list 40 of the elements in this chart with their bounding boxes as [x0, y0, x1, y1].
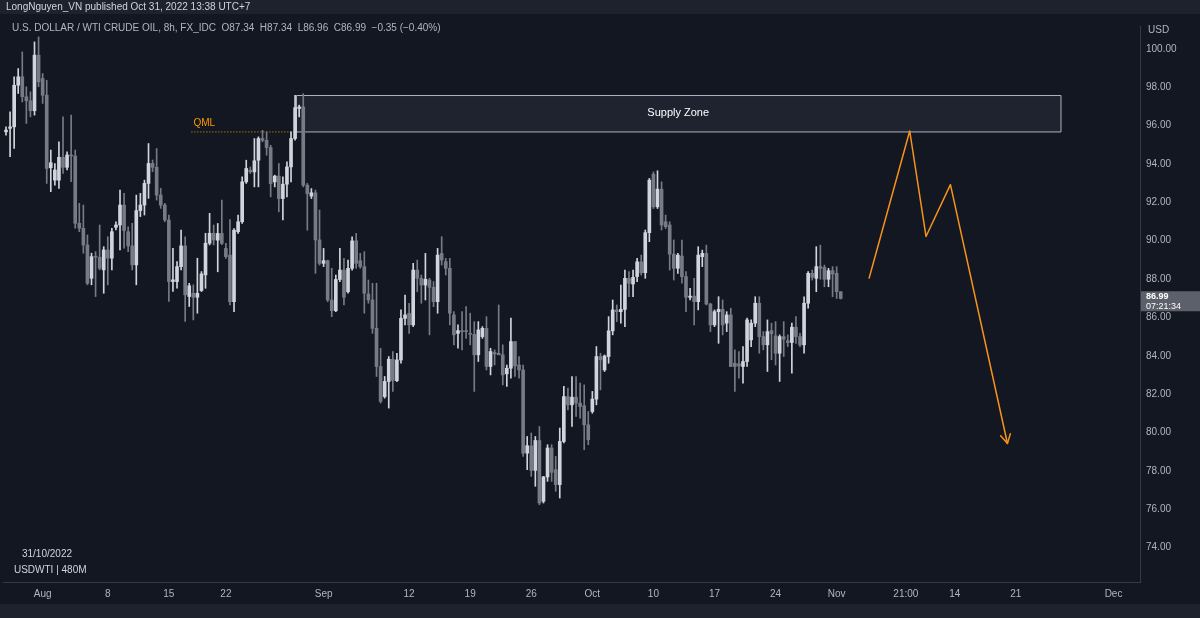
x-tick-label: 21 [1010, 587, 1022, 599]
y-tick-label: 86.00 [1146, 311, 1172, 323]
x-tick-label: 12 [403, 587, 416, 599]
x-tick-label: Nov [827, 587, 846, 599]
x-tick-label: 17 [708, 587, 721, 599]
x-tick-label: 21:00 [893, 587, 919, 599]
y-tick-label: 74.00 [1146, 541, 1172, 553]
x-tick-label: 26 [525, 587, 538, 599]
annotation: 31/10/2022 [21, 547, 73, 559]
x-tick-label: Oct [584, 587, 601, 599]
y-tick-label: 78.00 [1146, 464, 1172, 476]
x-tick-label: 24 [770, 587, 782, 599]
y-tick-label: 80.00 [1146, 426, 1172, 438]
x-tick-label: 19 [464, 587, 477, 599]
text: 86.99 [1146, 290, 1169, 301]
x-tick-label: 22 [220, 587, 232, 599]
y-tick-label: 98.00 [1146, 81, 1172, 93]
ref-line-label: QML [193, 117, 216, 129]
x-tick-label: 14 [949, 587, 961, 599]
y-tick-label: 76.00 [1146, 502, 1172, 514]
y-tick-label: 88.00 [1146, 272, 1172, 284]
y-tick-label: 96.00 [1146, 119, 1172, 131]
chart-subtitle: LongNguyen_VN published Oct 31, 2022 13:38 UTC+7 [0, 0, 1200, 14]
y-tick-label: 94.00 [1146, 157, 1172, 169]
x-tick-label: Aug [33, 587, 52, 599]
y-tick-label: 100.00 [1146, 42, 1178, 54]
y-axis-title: USD [1148, 23, 1170, 35]
x-tick-label: 8 [105, 587, 112, 599]
y-tick-label: 90.00 [1146, 234, 1172, 246]
text: 07:21:34 [1146, 300, 1182, 311]
chart-title: U.S. DOLLAR / WTI CRUDE OIL, 8h, FX_IDC O87.34 H87.34 L86.96 C86.99 −0.35 (−0.40%) [12, 22, 441, 33]
y-tick-label: 92.00 [1146, 196, 1172, 208]
x-tick-label: 10 [647, 587, 660, 599]
y-tick-label: 82.00 [1146, 387, 1172, 399]
y-tick-label: 84.00 [1146, 349, 1172, 361]
band-label: Supply Zone [647, 106, 710, 119]
x-tick-label: Sep [314, 587, 333, 599]
x-tick-label: 15 [163, 587, 175, 599]
x-tick-label: Dec [1104, 587, 1123, 599]
annotation: USDWTI | 480M [13, 563, 87, 575]
